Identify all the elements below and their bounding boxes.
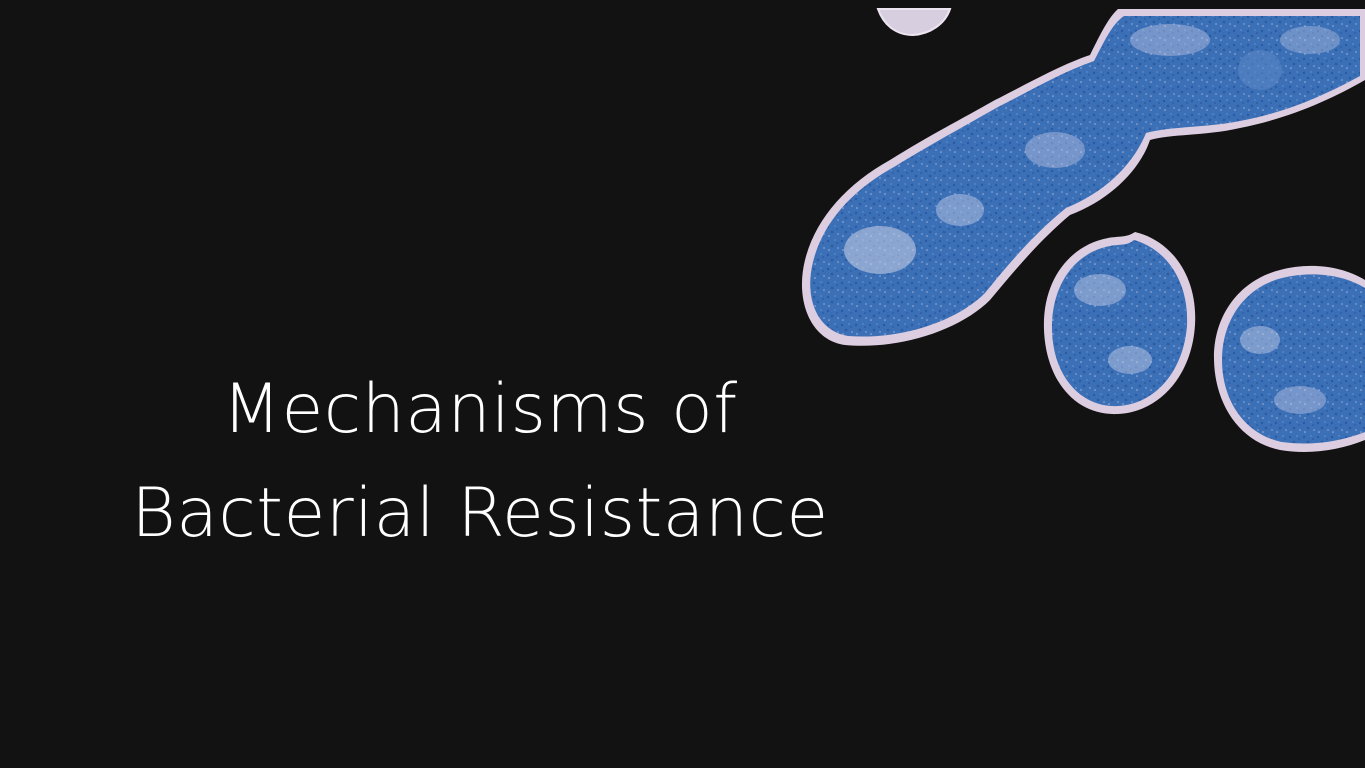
cell-fragment-top [876,8,952,37]
title-line-1: Mechanisms of [222,370,738,449]
rod-bacterium [801,9,1365,346]
title-line-2: Bacterial Resistance [131,474,829,553]
cocci-bacterium-right [1213,265,1365,452]
cocci-bacterium-middle [1043,232,1196,415]
slide-title: Mechanisms of Bacterial Resistance [100,358,860,566]
